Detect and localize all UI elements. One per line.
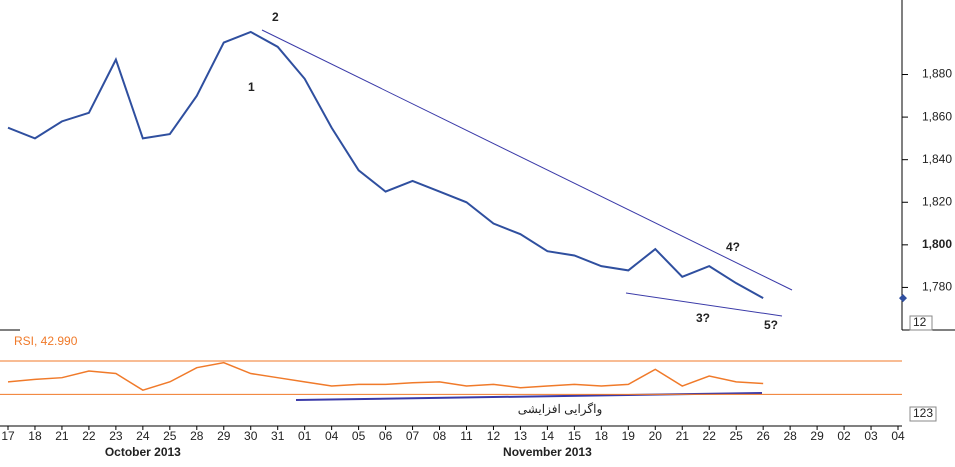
x-tick-label: 29 bbox=[217, 429, 231, 443]
rsi-line bbox=[7, 361, 764, 392]
wave-label: 1 bbox=[248, 80, 255, 94]
x-tick-label: 14 bbox=[541, 429, 555, 443]
x-tick-label: 05 bbox=[352, 429, 366, 443]
x-tick-label: 13 bbox=[514, 429, 528, 443]
x-tick-label: 31 bbox=[271, 429, 285, 443]
x-tick-label: 26 bbox=[756, 429, 770, 443]
x-tick-label: 02 bbox=[837, 429, 851, 443]
x-tick-label: 28 bbox=[190, 429, 204, 443]
x-tick-label: 24 bbox=[136, 429, 150, 443]
x-tick-label: 28 bbox=[783, 429, 797, 443]
badge bbox=[909, 315, 933, 331]
trendline bbox=[261, 29, 793, 291]
trendline bbox=[625, 292, 783, 317]
x-tick-label: 20 bbox=[649, 429, 663, 443]
badge bbox=[909, 406, 937, 422]
month-label: November 2013 bbox=[503, 445, 592, 459]
badge-text: 123 bbox=[913, 406, 933, 420]
badge-text: 12 bbox=[913, 315, 927, 329]
wave-label: 3? bbox=[696, 311, 710, 325]
wave-label: 2 bbox=[272, 10, 279, 24]
x-tick-label: 17 bbox=[1, 429, 15, 443]
x-tick-label: 01 bbox=[298, 429, 312, 443]
x-tick-label: 19 bbox=[622, 429, 636, 443]
x-tick-label: 15 bbox=[568, 429, 582, 443]
x-tick-label: 07 bbox=[406, 429, 420, 443]
y-tick-label: 1,800 bbox=[922, 237, 952, 251]
x-tick-label: 08 bbox=[433, 429, 447, 443]
x-tick-label: 11 bbox=[460, 429, 473, 443]
x-tick-label: 18 bbox=[28, 429, 42, 443]
y-tick-label: 1,820 bbox=[922, 194, 952, 208]
price-line bbox=[7, 30, 764, 299]
last-price-marker bbox=[899, 294, 907, 303]
y-tick-label: 1,880 bbox=[922, 67, 952, 81]
x-tick-label: 22 bbox=[703, 429, 717, 443]
y-tick-label: 1,840 bbox=[922, 152, 952, 166]
y-tick-label: 1,780 bbox=[922, 280, 952, 294]
x-tick-label: 25 bbox=[163, 429, 177, 443]
x-tick-label: 04 bbox=[325, 429, 339, 443]
x-tick-label: 21 bbox=[676, 429, 690, 443]
x-tick-label: 03 bbox=[864, 429, 878, 443]
wave-label: 4? bbox=[726, 240, 740, 254]
x-tick-label: 18 bbox=[595, 429, 609, 443]
y-tick-label: 1,860 bbox=[922, 109, 952, 123]
x-tick-label: 12 bbox=[487, 429, 501, 443]
divergence-label: واگرایی افزایشی bbox=[518, 402, 603, 416]
x-tick-label: 25 bbox=[730, 429, 744, 443]
x-tick-label: 21 bbox=[55, 429, 69, 443]
month-label: October 2013 bbox=[105, 445, 181, 459]
rsi-label: RSI, 42.990 bbox=[14, 334, 78, 348]
x-tick-label: 06 bbox=[379, 429, 393, 443]
wave-label: 5? bbox=[764, 318, 778, 332]
x-tick-label: 23 bbox=[109, 429, 123, 443]
x-tick-label: 04 bbox=[891, 429, 905, 443]
x-tick-label: 30 bbox=[244, 429, 258, 443]
x-tick-label: 29 bbox=[810, 429, 824, 443]
x-tick-label: 22 bbox=[82, 429, 96, 443]
